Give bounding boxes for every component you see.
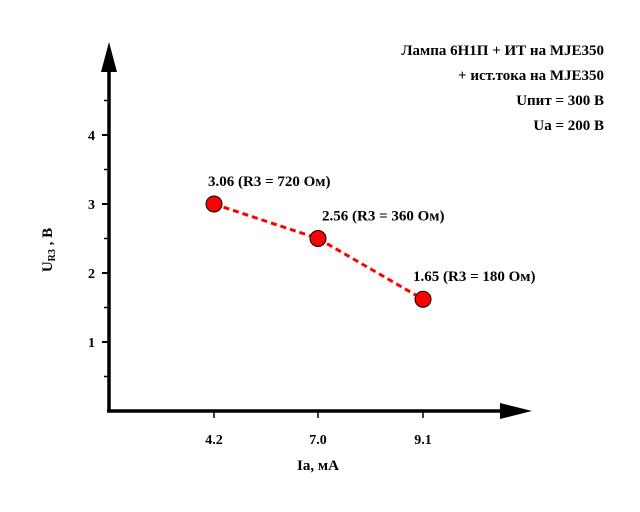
x-axis-arrow — [500, 403, 532, 419]
data-point — [205, 195, 223, 213]
y-axis-label-rest: , В — [40, 228, 56, 249]
data-point — [309, 230, 327, 247]
y-tick-label: 4 — [88, 129, 95, 144]
series-line — [213, 202, 424, 301]
tick-marks: 1 2 3 4 4.2 7.0 9.1 — [88, 99, 432, 448]
y-tick-label: 1 — [88, 336, 95, 351]
axes — [101, 42, 532, 419]
x-axis-label: Ia, мА — [297, 458, 339, 474]
title-line-3: Uпит = 300 В — [516, 93, 604, 109]
y-axis-arrow — [101, 42, 117, 72]
x-tick-label: 4.2 — [205, 433, 223, 448]
x-tick-label: 7.0 — [309, 433, 327, 448]
data-label: 3.06 (R3 = 720 Ом) — [208, 174, 331, 190]
series: 3.06 (R3 = 720 Ом) 2.56 (R3 = 360 Ом) 1.65… — [205, 174, 536, 308]
y-axis-label-sub: R3 — [47, 249, 58, 261]
data-label: 1.65 (R3 = 180 Ом) — [413, 269, 536, 285]
y-tick-label: 3 — [88, 198, 95, 213]
x-tick-label: 9.1 — [414, 433, 432, 448]
title-line-4: Ua = 200 В — [533, 118, 604, 134]
data-label: 2.56 (R3 = 360 Ом) — [322, 209, 445, 225]
y-axis-label-main: U — [40, 261, 56, 272]
title-line-2: + ист.тока на MJE350 — [458, 68, 604, 84]
title-line-1: Лампа 6Н1П + ИТ на MJE350 — [401, 43, 604, 59]
y-tick-label: 2 — [88, 267, 95, 282]
y-axis-label: UR3 , В — [40, 228, 58, 272]
chart-title: Лампа 6Н1П + ИТ на MJE350 + ист.тока на … — [401, 43, 604, 134]
data-point — [414, 290, 432, 308]
